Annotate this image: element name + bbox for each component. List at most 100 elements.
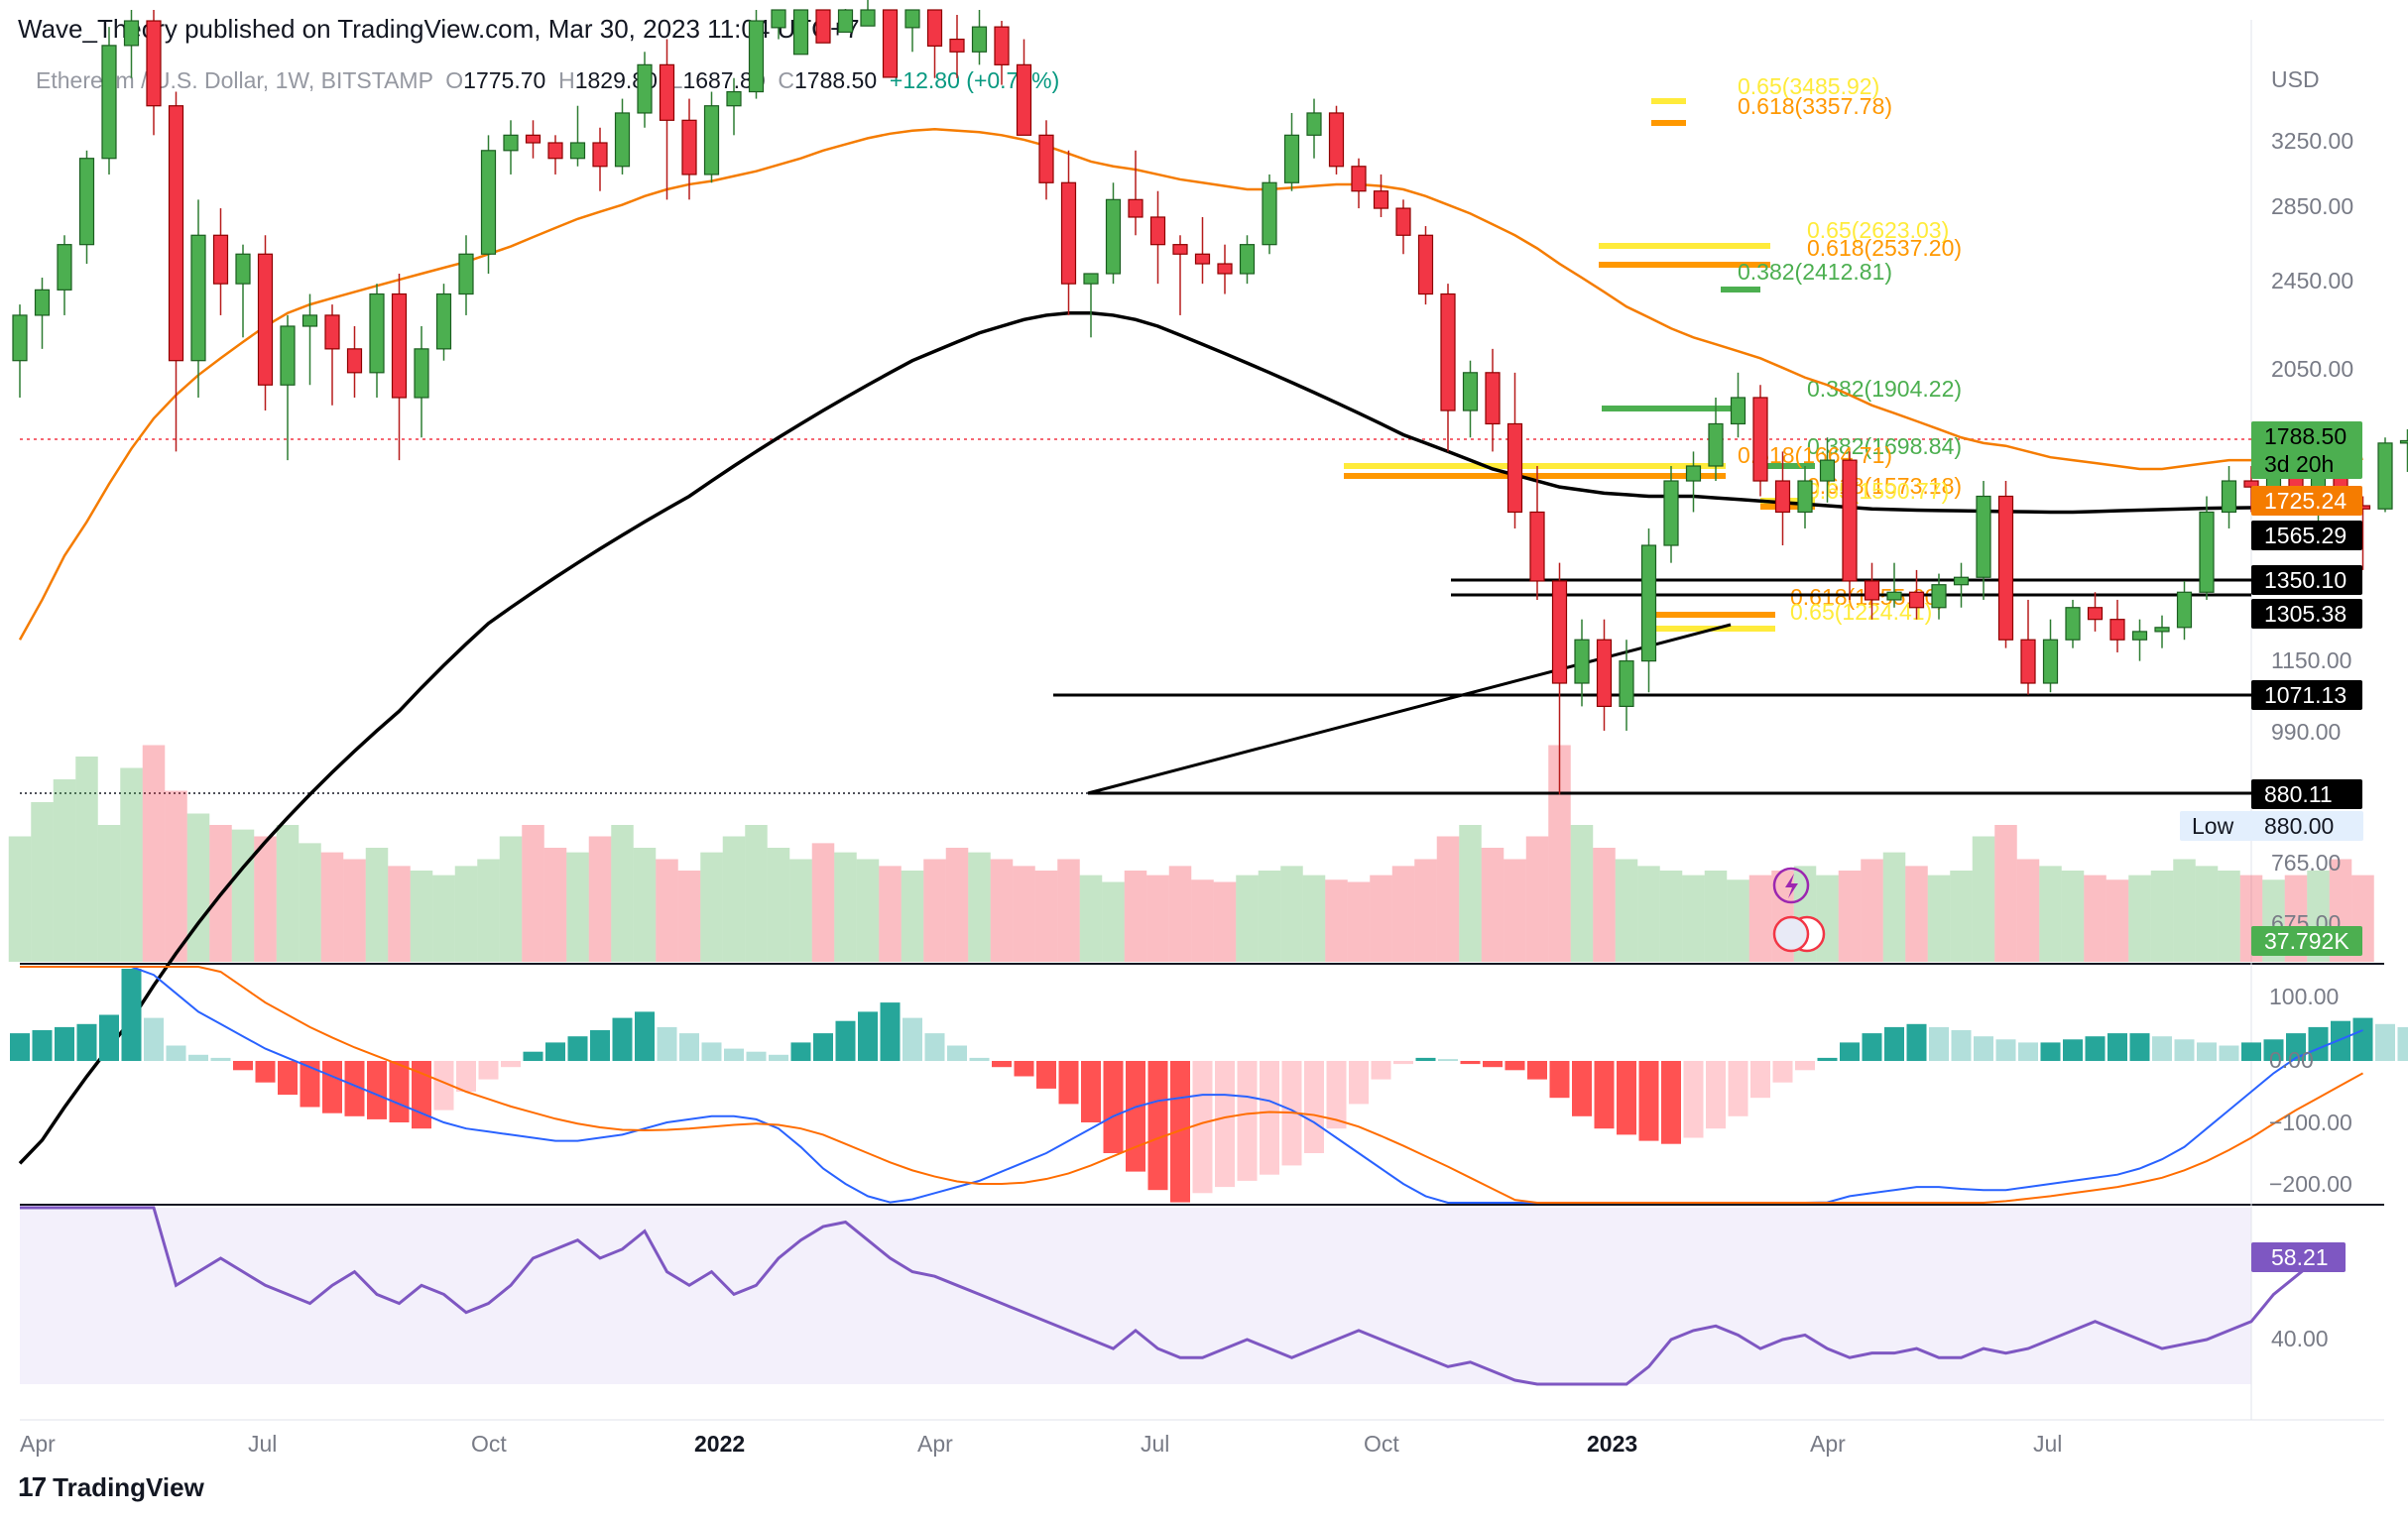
macd-histogram-bar [1906, 1023, 1927, 1061]
macd-histogram-bar [635, 1011, 655, 1061]
volume-bar [1236, 875, 1259, 962]
candle-body [815, 9, 831, 44]
price-badge [2251, 680, 2362, 710]
candle-body [212, 234, 229, 285]
macd-histogram-bar [1929, 1026, 1949, 1061]
volume-bar [1034, 871, 1058, 962]
volume-bar [410, 871, 433, 962]
rsi-badge [2251, 1242, 2346, 1272]
price-badge [2251, 599, 2362, 629]
fib-level-label: 0.382(2412.81) [1738, 259, 1892, 285]
macd-histogram-bar [32, 1030, 53, 1061]
volume-bar [1325, 879, 1348, 962]
candle-body [569, 142, 586, 160]
volume-bar [722, 836, 746, 962]
macd-histogram-bar [1147, 1061, 1168, 1191]
candle-body [1217, 263, 1233, 275]
volume-bar [1748, 875, 1772, 962]
volume-bar [656, 859, 678, 962]
macd-histogram-bar [1840, 1042, 1860, 1061]
macd-histogram-bar [1192, 1061, 1213, 1194]
macd-histogram-bar [590, 1030, 610, 1061]
macd-histogram-bar [1728, 1061, 1748, 1116]
volume-bar [31, 802, 54, 962]
volume-bar [254, 836, 277, 962]
candle-body [123, 20, 140, 47]
volume-bar [1013, 866, 1035, 962]
macd-histogram-bar [2085, 1036, 2106, 1061]
macd-histogram-bar [1415, 1057, 1436, 1061]
candle-body [1016, 63, 1032, 136]
macd-histogram-bar [501, 1061, 521, 1068]
macd-histogram-bar [858, 1011, 878, 1061]
candle-body [926, 9, 943, 47]
volume-bar [1213, 881, 1237, 962]
volume-bar [1637, 866, 1660, 962]
macd-histogram-bar [1081, 1061, 1101, 1122]
candle-body [235, 253, 251, 285]
macd-histogram-bar [1349, 1061, 1369, 1105]
volume-bar [2173, 859, 2196, 962]
macd-histogram-bar [2375, 1023, 2395, 1061]
macd-histogram-bar [1460, 1061, 1481, 1065]
ema-line [18, 128, 2363, 641]
candle-body [2020, 639, 2036, 684]
candle-body [2243, 480, 2259, 488]
macd-histogram-bar [679, 1033, 699, 1061]
price-badge-value: 1788.50 [2264, 423, 2347, 449]
horizontal-levels [1053, 578, 2251, 795]
candle-body [525, 134, 542, 144]
candle-body [971, 26, 988, 53]
macd-histogram-bar [903, 1017, 922, 1061]
candle-body [659, 63, 675, 121]
candle-body [2221, 480, 2237, 514]
candle-body [2377, 442, 2393, 510]
tradingview-footer[interactable]: 17 TradingView [18, 1471, 204, 1503]
macd-histogram-bar [1304, 1061, 1324, 1153]
macd-histogram-bar [1974, 1036, 1993, 1061]
volume-bar [365, 848, 389, 962]
close-label: C [778, 67, 794, 93]
candle-body [2199, 511, 2215, 593]
time-axis-label: Jul [248, 1431, 277, 1457]
macd-histogram-bar [1884, 1026, 1904, 1061]
macd-histogram-bar [2107, 1033, 2127, 1061]
candle-body [1172, 244, 1188, 255]
macd-histogram-bar [2129, 1033, 2150, 1061]
price-badge-value: 880.00 [2264, 813, 2334, 839]
price-badge-value: 1071.13 [2264, 682, 2347, 708]
candle-body [2154, 627, 2170, 633]
volume-bar [1882, 852, 1906, 962]
macd-histogram-bar [188, 1054, 208, 1061]
volume-bar [2150, 871, 2174, 962]
candle-body [837, 9, 854, 33]
macd-histogram-bar [1638, 1061, 1659, 1141]
candle-body [1619, 660, 1634, 707]
candle-body [1551, 580, 1568, 684]
candle-body [435, 292, 452, 350]
us-flag-icon [1772, 915, 1810, 953]
candle-body [1194, 253, 1211, 265]
candle-body [346, 348, 363, 374]
price-badge [2251, 486, 2362, 516]
macd-histogram-bar [144, 1017, 164, 1061]
macd-histogram-bar [1817, 1057, 1838, 1061]
volume-bar [2061, 871, 2085, 962]
candle-body [369, 292, 385, 374]
macd-histogram-bar [1795, 1061, 1815, 1071]
macd-histogram-bar [2331, 1020, 2350, 1061]
volume-bar [1347, 881, 1371, 962]
macd-histogram-bar [2352, 1017, 2373, 1061]
macd-histogram-bar [389, 1061, 410, 1122]
volume-bar [1459, 825, 1482, 962]
price-badge [2251, 779, 2362, 809]
macd-histogram-bar [567, 1036, 588, 1061]
volume-bar [299, 843, 321, 962]
brand-name: TradingView [53, 1471, 204, 1502]
volume-bar [1615, 859, 1638, 962]
rsi-line [20, 1206, 2342, 1386]
macd-histogram-bar [2174, 1039, 2195, 1061]
macd-histogram-bar [1014, 1061, 1034, 1077]
volume-bar [1414, 859, 1437, 962]
